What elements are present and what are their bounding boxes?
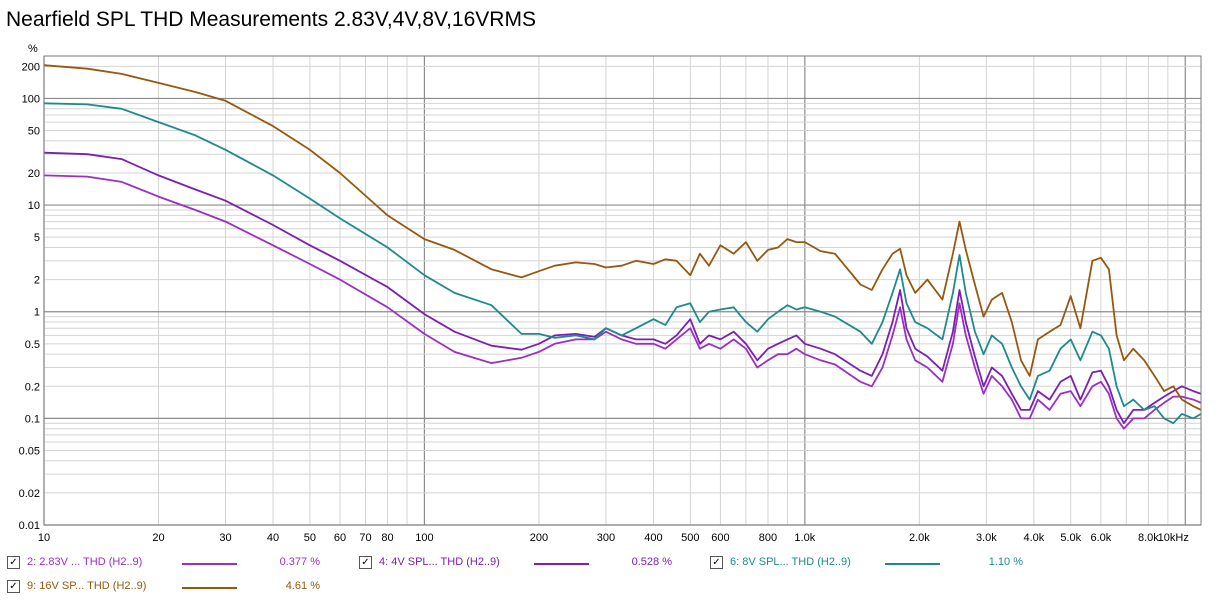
legend-item[interactable]: ✓ 4: 4V SPL... THD (H2..9) 0.528 % (359, 553, 689, 571)
x-tick-label: 500 (681, 532, 699, 544)
legend-label: 9: 16V SP... THD (H2..9) (27, 580, 147, 592)
legend-value: 1.10 % (988, 556, 1023, 568)
x-tick-label: 8.0k (1138, 532, 1159, 544)
y-tick-label: 0.1 (25, 413, 40, 425)
legend-label: 2: 2.83V ... THD (H2..9) (27, 556, 143, 568)
legend-label: 4: 4V SPL... THD (H2..9) (379, 556, 500, 568)
y-tick-label: 1 (34, 307, 40, 319)
x-tick-label: 40 (267, 532, 279, 544)
y-tick-label: 200 (22, 61, 40, 73)
legend-swatch (534, 563, 589, 565)
chart-title: Nearfield SPL THD Measurements 2.83V,4V,… (6, 8, 536, 31)
series-line-4 (43, 64, 1202, 411)
legend-checkbox[interactable]: ✓ (7, 580, 20, 593)
x-tick-label: 100 (415, 532, 433, 544)
legend-checkbox[interactable]: ✓ (710, 556, 723, 569)
series-line-2 (43, 151, 1202, 425)
x-tick-label: 800 (759, 532, 777, 544)
legend: ✓ 2: 2.83V ... THD (H2..9) 0.377 % ✓ 4: 4V S… (0, 550, 1222, 600)
y-tick-label: 0.05 (19, 445, 40, 457)
x-tick-label: 50 (304, 532, 316, 544)
plot-border (43, 55, 1202, 526)
x-tick-label: 4.0k (1023, 532, 1044, 544)
x-tick-label: 3.0k (976, 532, 997, 544)
x-tick-label: 20 (152, 532, 164, 544)
x-tick-label: 600 (711, 532, 729, 544)
y-tick-label: 5 (34, 232, 40, 244)
series-line-3 (43, 102, 1202, 425)
legend-swatch (885, 563, 940, 565)
x-tick-labels: 10 20 30 40 50 60 70 80 100 200 300 400 500 600 800 1.0… (38, 532, 1189, 544)
legend-checkbox[interactable]: ✓ (7, 556, 20, 569)
y-tick-label: 2 (34, 275, 40, 287)
x-tick-label: 400 (644, 532, 662, 544)
y-tick-label: 0.01 (19, 520, 40, 532)
legend-item[interactable]: ✓ 9: 16V SP... THD (H2..9) 4.61 % (7, 577, 337, 595)
y-tick-label: 0.2 (25, 381, 40, 393)
x-tick-label: 300 (597, 532, 615, 544)
legend-item[interactable]: ✓ 6: 8V SPL... THD (H2..9) 1.10 % (710, 553, 1040, 571)
y-axis-unit: % (28, 43, 38, 55)
legend-checkbox[interactable]: ✓ (359, 556, 372, 569)
x-tick-label: 10 (38, 532, 50, 544)
y-tick-label: 20 (28, 168, 40, 180)
x-tick-label: 30 (219, 532, 231, 544)
legend-label: 6: 8V SPL... THD (H2..9) (730, 556, 851, 568)
legend-swatch (182, 563, 237, 565)
legend-swatch (182, 587, 237, 589)
y-tick-labels: 200 100 50 20 10 5 2 1 0.5 0.2 0.1 0.05 0.02 0.01 (19, 61, 40, 532)
x-tick-label: 10kHz (1158, 532, 1189, 544)
y-tick-label: 0.5 (25, 339, 40, 351)
y-tick-label: 100 (22, 93, 40, 105)
x-tick-label: 60 (334, 532, 346, 544)
plot-area (44, 56, 1201, 525)
legend-value: 0.377 % (279, 556, 320, 568)
y-tick-label: 10 (28, 200, 40, 212)
x-tick-label: 80 (381, 532, 393, 544)
series-line-1 (43, 174, 1202, 430)
x-tick-label: 2.0k (909, 532, 930, 544)
x-tick-label: 6.0k (1090, 532, 1111, 544)
legend-item[interactable]: ✓ 2: 2.83V ... THD (H2..9) 0.377 % (7, 553, 337, 571)
y-tick-label: 50 (28, 126, 40, 138)
x-tick-label: 200 (530, 532, 548, 544)
grid (43, 56, 1201, 526)
x-tick-label: 5.0k (1060, 532, 1081, 544)
x-tick-label: 1.0k (794, 532, 815, 544)
x-tick-label: 70 (359, 532, 371, 544)
legend-value: 0.528 % (631, 556, 672, 568)
legend-value: 4.61 % (285, 580, 320, 592)
y-tick-label: 0.02 (19, 488, 40, 500)
series-lines (43, 64, 1202, 430)
